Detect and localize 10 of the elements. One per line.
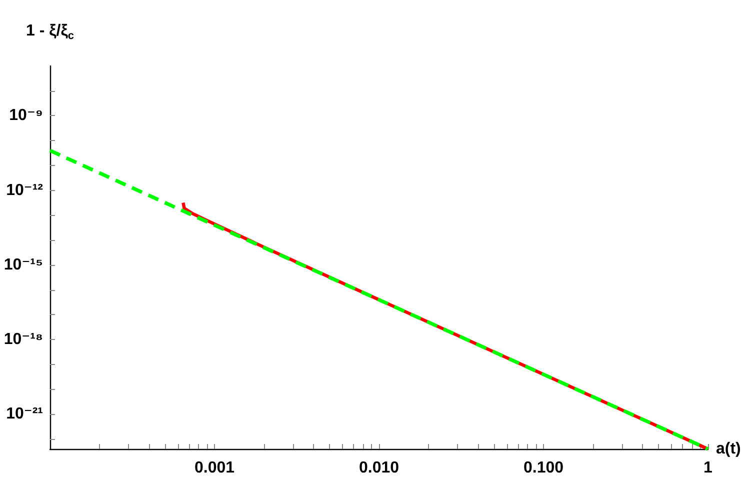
y-tick-label: 10⁻¹⁸ [4, 331, 43, 348]
x-tick-label: 0.001 [194, 460, 235, 476]
x-tick-label: 0.100 [523, 460, 564, 476]
x-tick-label: 0.010 [358, 460, 400, 476]
y-tick-label: 10⁻¹² [6, 182, 43, 199]
y-tick-label: 10⁻²¹ [6, 406, 43, 423]
x-axis-title: a(t) [716, 440, 741, 458]
y-tick-label: 10⁻¹⁵ [4, 256, 43, 274]
y-tick-label: 10⁻⁹ [9, 107, 43, 124]
x-tick-label: 1 [704, 460, 713, 476]
